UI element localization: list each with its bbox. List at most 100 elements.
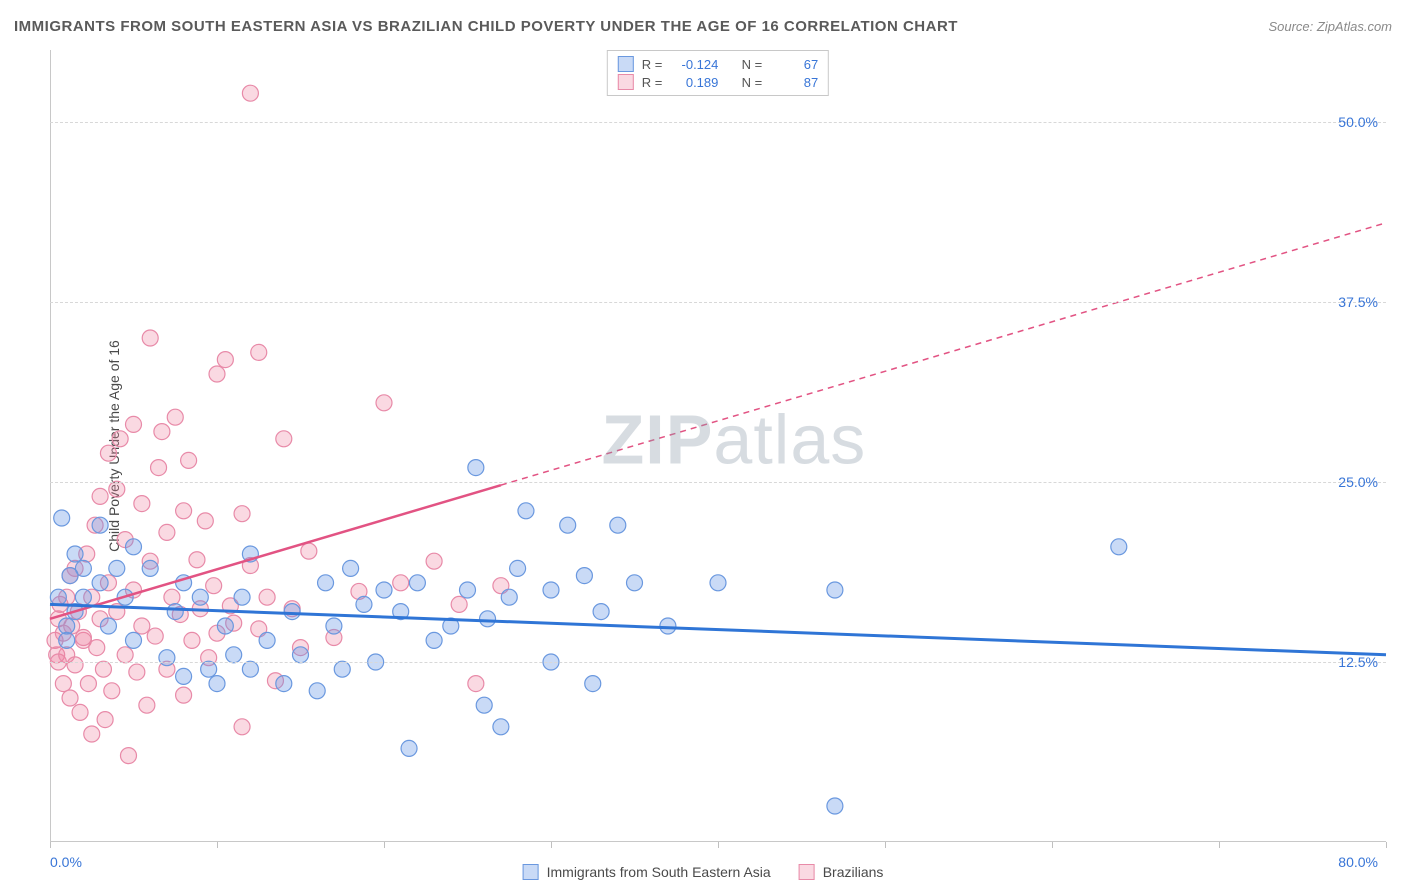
x-tick [1386,842,1387,848]
data-point [167,409,183,425]
data-point [510,560,526,576]
data-point [251,344,267,360]
data-point [159,650,175,666]
data-point [242,661,258,677]
data-point [518,503,534,519]
data-point [134,496,150,512]
data-point [154,424,170,440]
data-point [309,683,325,699]
data-point [192,589,208,605]
y-tick-label: 25.0% [1338,474,1378,490]
data-point [126,632,142,648]
data-point [451,596,467,612]
stats-legend: R = -0.124 N = 67 R = 0.189 N = 87 [607,50,829,96]
data-point [92,575,108,591]
data-point [460,582,476,598]
data-point [318,575,334,591]
x-max-label: 80.0% [1338,854,1378,870]
bottom-legend: Immigrants from South Eastern Asia Brazi… [523,864,884,880]
data-point [147,628,163,644]
data-point [62,690,78,706]
data-point [142,330,158,346]
data-point [95,661,111,677]
legend-label-0: Immigrants from South Eastern Asia [547,864,771,880]
y-tick-label: 50.0% [1338,114,1378,130]
data-point [226,647,242,663]
x-tick [885,842,886,848]
data-point [585,676,601,692]
data-point [217,618,233,634]
data-point [293,647,309,663]
data-point [112,431,128,447]
data-point [480,611,496,627]
data-point [80,676,96,692]
data-point [576,568,592,584]
data-point [100,618,116,634]
data-point [209,676,225,692]
gridline [50,662,1386,663]
data-point [120,748,136,764]
n-value-0: 67 [770,57,818,72]
data-point [376,582,392,598]
data-point [109,481,125,497]
data-point [151,460,167,476]
data-point [468,460,484,476]
regression-line-dashed [501,223,1386,485]
data-point [92,488,108,504]
legend-label-1: Brazilians [823,864,884,880]
data-point [104,683,120,699]
legend-swatch-1 [799,864,815,880]
data-point [129,664,145,680]
data-point [217,352,233,368]
data-point [84,726,100,742]
data-point [142,560,158,576]
data-point [50,589,66,605]
data-point [259,632,275,648]
data-point [75,589,91,605]
data-point [92,517,108,533]
data-point [493,719,509,735]
data-point [181,452,197,468]
data-point [393,575,409,591]
data-point [543,582,559,598]
data-point [827,798,843,814]
data-point [176,503,192,519]
plot-area: ZIPatlas R = -0.124 N = 67 R = 0.189 N =… [50,50,1386,842]
data-point [242,85,258,101]
r-label-1: R = [642,75,663,90]
data-point [209,366,225,382]
data-point [126,539,142,555]
data-point [67,657,83,673]
data-point [89,640,105,656]
data-point [301,543,317,559]
data-point [401,740,417,756]
data-point [627,575,643,591]
data-point [468,676,484,692]
chart-header: IMMIGRANTS FROM SOUTH EASTERN ASIA VS BR… [14,18,1392,35]
gridline [50,302,1386,303]
x-tick [217,842,218,848]
x-min-label: 0.0% [50,854,82,870]
data-point [164,589,180,605]
data-point [75,560,91,576]
chart-svg [50,50,1386,842]
data-point [67,546,83,562]
data-point [343,560,359,576]
x-tick [1219,842,1220,848]
data-point [356,596,372,612]
data-point [710,575,726,591]
legend-item-0: Immigrants from South Eastern Asia [523,864,771,880]
stats-row-0: R = -0.124 N = 67 [618,55,818,73]
data-point [176,687,192,703]
data-point [276,431,292,447]
data-point [176,668,192,684]
data-point [409,575,425,591]
data-point [259,589,275,605]
x-tick [50,842,51,848]
data-point [593,604,609,620]
data-point [1111,539,1127,555]
data-point [184,632,200,648]
data-point [126,416,142,432]
gridline [50,482,1386,483]
swatch-series-1 [618,74,634,90]
